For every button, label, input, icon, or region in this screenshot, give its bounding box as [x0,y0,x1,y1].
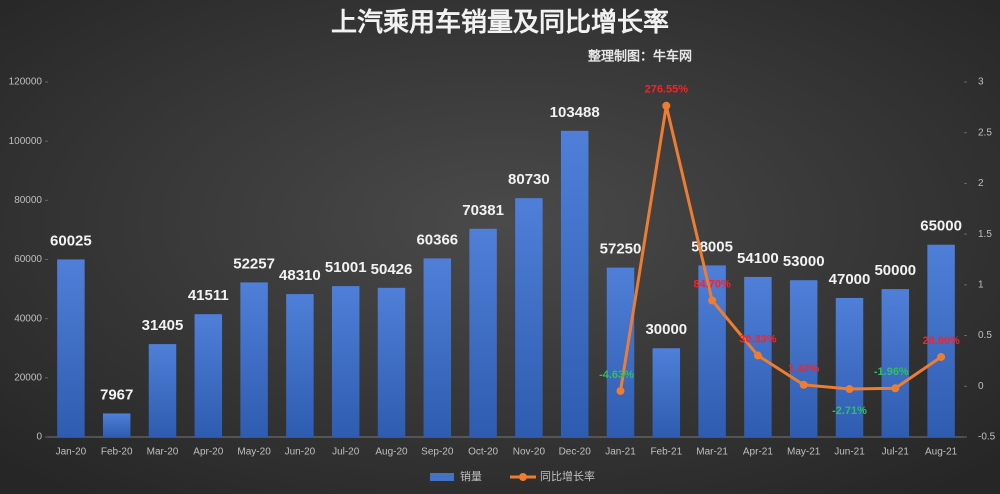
y2-tick-label: 2.5 [978,127,992,138]
line-point [753,351,762,360]
bar-value-label: 48310 [279,267,321,284]
x-tick-label: Jan-20 [56,447,87,458]
line-point [708,296,717,305]
chart-subtitle: 整理制图：牛车网 [587,48,692,63]
bar [331,286,360,437]
y2-tick-label: 1.5 [978,229,992,240]
bar-value-label: 51001 [325,259,367,276]
y2-tick-label: 2 [978,178,984,189]
bar [423,258,452,437]
bar [194,314,223,437]
bar-value-label: 50000 [874,262,916,279]
bar-value-label: 65000 [920,218,962,235]
x-tick-label: Aug-20 [375,447,408,458]
bar-value-label: 60366 [416,231,458,248]
bar-value-label: 47000 [829,271,871,288]
y-tick-label: 120000 [9,77,43,88]
legend-label: 同比增长率 [540,469,595,483]
bar-value-label: 60025 [50,232,92,249]
x-tick-label: Jan-21 [605,447,636,458]
legend-swatch [430,473,454,481]
bar [789,280,818,437]
bar [515,198,543,437]
bar-value-label: 30000 [645,321,687,338]
bar-value-label: 7967 [100,386,133,403]
x-tick-label: Aug-21 [925,447,958,458]
legend-label: 销量 [460,469,482,483]
bar [560,130,589,437]
line-value-label: 84.70% [693,278,731,290]
x-tick-label: Jun-21 [834,447,865,458]
x-tick-label: Jul-21 [882,447,910,458]
y2-tick-label: 3 [978,77,984,88]
y2-tick-label: 0.5 [978,330,992,341]
bar [835,297,864,437]
x-tick-label: Oct-20 [468,447,498,458]
line-point [799,380,808,389]
bar-value-label: 31405 [142,317,184,334]
line-point [937,352,946,361]
line-value-label: 30.33% [739,333,777,345]
line [619,105,942,392]
y-tick-label: 40000 [14,313,42,324]
bar [57,259,85,437]
line-value-label: -1.96% [874,366,909,378]
bar [286,294,314,437]
bar-value-label: 54100 [737,250,779,267]
line-point [845,385,854,394]
x-tick-label: Mar-21 [696,447,728,458]
bar-value-label: 53000 [783,253,825,270]
bar [652,348,681,437]
x-tick-label: Feb-21 [650,447,682,458]
bar [469,228,497,437]
line-point [616,386,625,395]
y-tick-label: 60000 [14,254,42,265]
bar [102,413,131,437]
chart-title: 上汽乘用车销量及同比增长率 [331,7,669,37]
bar-value-label: 103488 [550,104,600,121]
bar-value-label: 50426 [371,261,413,278]
y-tick-label: 80000 [14,195,42,206]
bar [698,265,726,437]
line-value-label: -4.63% [599,369,634,381]
bar [927,244,955,437]
y2-tick-label: 1 [978,279,984,290]
bar-value-label: 41511 [188,287,229,304]
bar-value-label: 80730 [508,171,550,188]
y-tick-label: 20000 [14,372,42,383]
y-tick-label: 0 [36,432,42,443]
bar-value-label: 52257 [233,255,275,272]
x-tick-label: May-21 [787,447,821,458]
x-tick-label: Apr-20 [193,447,223,458]
line-value-label: 1.42% [788,363,819,375]
x-tick-label: May-20 [237,447,271,458]
y2-tick-label: -0.5 [978,432,996,443]
x-tick-label: Jul-20 [332,447,360,458]
legend-swatch [519,473,527,481]
line-value-label: -2.71% [832,405,867,417]
bar-value-label: 57250 [600,241,642,258]
bar [148,344,177,437]
line-value-label: 276.55% [645,84,689,96]
bar [377,287,406,437]
bar-value-label: 70381 [462,202,504,219]
x-tick-label: Mar-20 [147,447,179,458]
x-tick-label: Jun-20 [285,447,316,458]
line-point [891,384,900,393]
x-tick-label: Nov-20 [513,447,546,458]
y2-tick-label: 0 [978,381,984,392]
x-tick-label: Feb-20 [101,447,133,458]
x-tick-label: Apr-21 [743,447,773,458]
x-tick-label: Sep-20 [421,447,454,458]
bar [240,282,268,437]
line-point [662,101,671,110]
line-value-label: 28.90% [922,335,960,347]
x-tick-label: Dec-20 [559,447,592,458]
y-tick-label: 100000 [9,136,43,147]
bar [606,267,635,437]
bar [881,289,910,437]
